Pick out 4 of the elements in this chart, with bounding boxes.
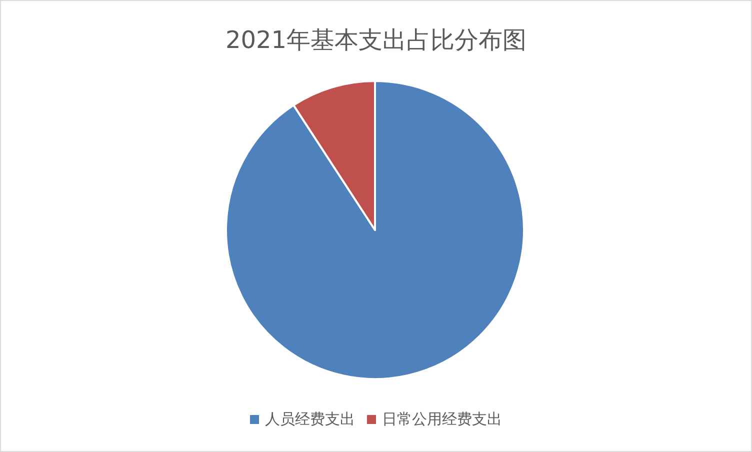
chart-title: 2021年基本支出占比分布图 <box>225 26 527 54</box>
legend-label: 日常公用经费支出 <box>382 410 502 428</box>
legend-label: 人员经费支出 <box>265 410 355 428</box>
pie-slice <box>225 80 525 380</box>
